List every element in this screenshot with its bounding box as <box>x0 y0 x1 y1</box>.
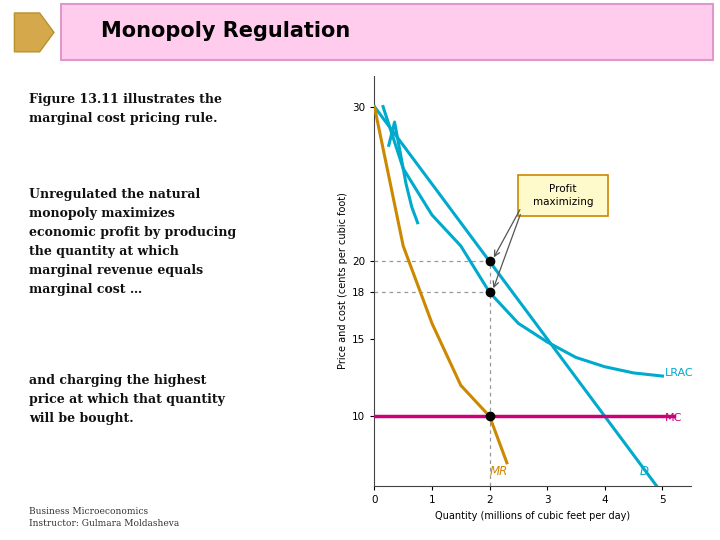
Text: Figure 13.11 illustrates the
marginal cost pricing rule.: Figure 13.11 illustrates the marginal co… <box>29 93 222 125</box>
Text: Monopoly Regulation: Monopoly Regulation <box>101 21 350 41</box>
Text: and charging the highest
price at which that quantity
will be bought.: and charging the highest price at which … <box>29 374 225 424</box>
Text: Business Microeconomics
Instructor: Gulmara Moldasheva: Business Microeconomics Instructor: Gulm… <box>29 507 179 528</box>
FancyBboxPatch shape <box>61 4 713 59</box>
Text: D: D <box>639 465 648 478</box>
Text: LRAC: LRAC <box>665 368 694 378</box>
FancyBboxPatch shape <box>518 176 608 216</box>
Text: Unregulated the natural
monopoly maximizes
economic profit by producing
the quan: Unregulated the natural monopoly maximiz… <box>29 188 236 296</box>
Polygon shape <box>14 13 54 52</box>
Y-axis label: Price and cost (cents per cubic foot): Price and cost (cents per cubic foot) <box>338 192 348 369</box>
Text: Profit
maximizing: Profit maximizing <box>533 184 593 207</box>
Text: MR: MR <box>490 465 508 478</box>
Text: MC: MC <box>665 413 683 423</box>
X-axis label: Quantity (millions of cubic feet per day): Quantity (millions of cubic feet per day… <box>435 511 631 521</box>
